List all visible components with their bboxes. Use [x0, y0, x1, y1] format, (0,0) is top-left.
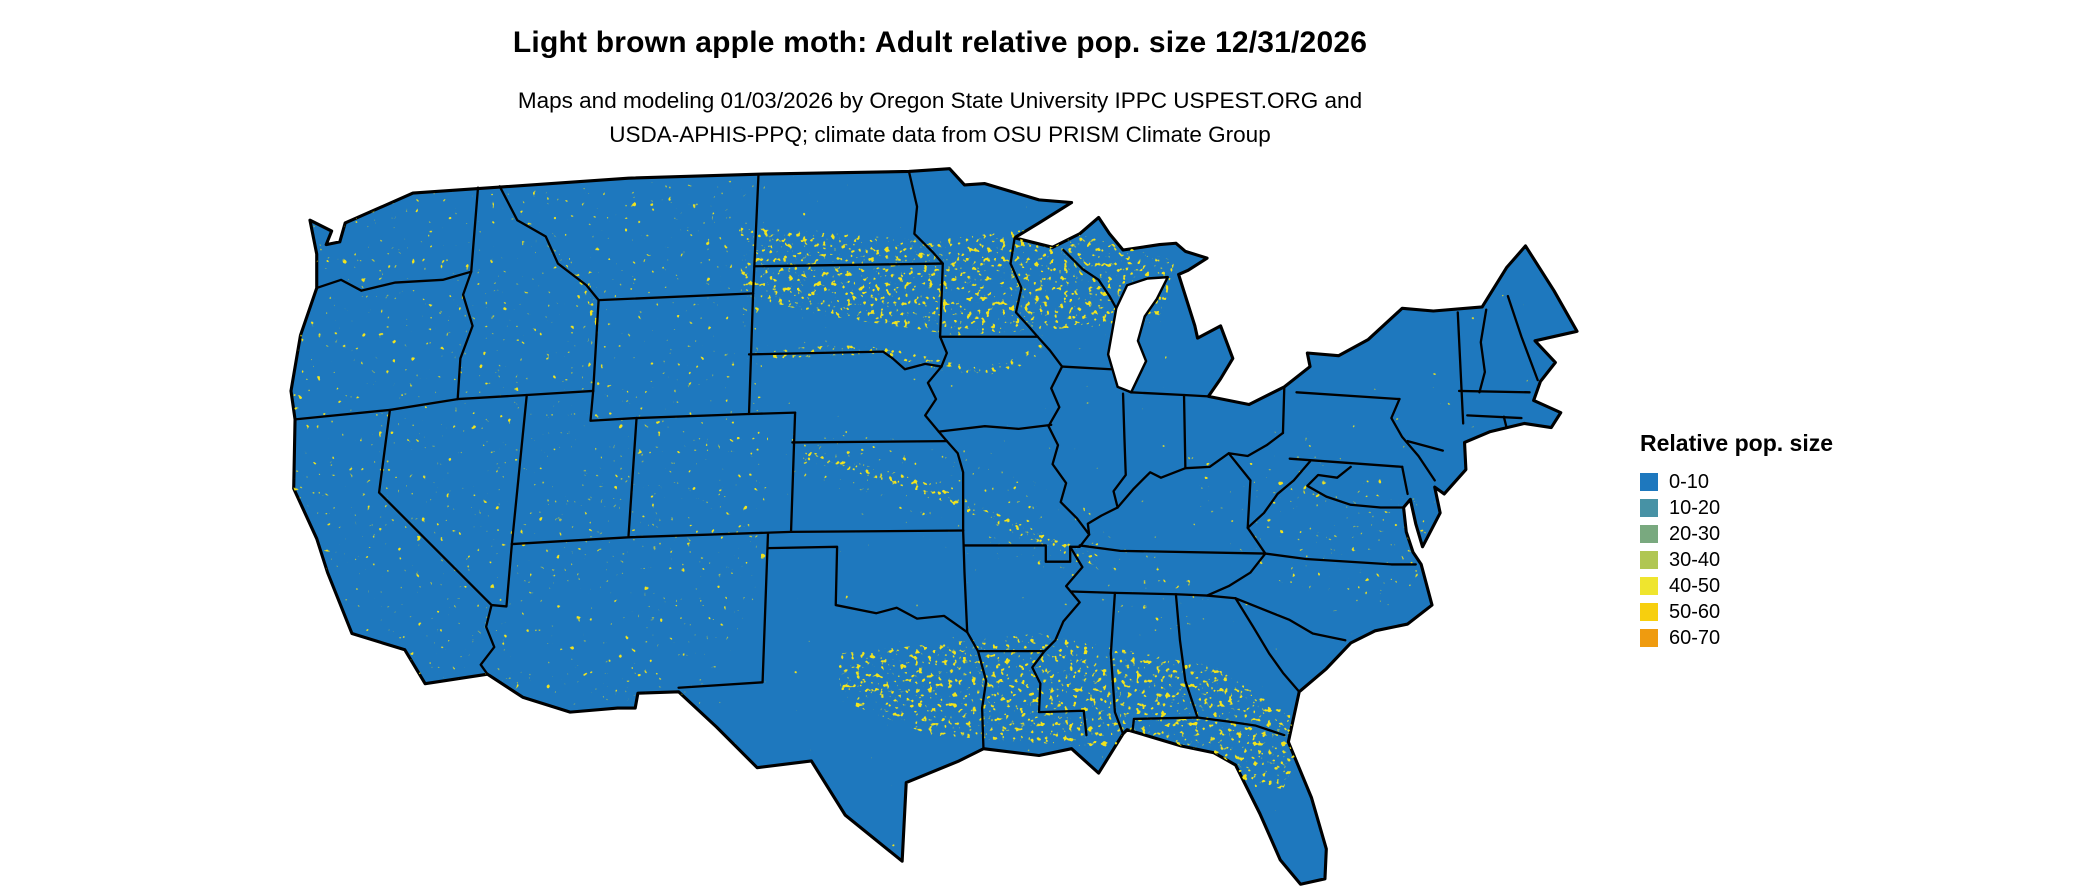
map-container — [280, 166, 1588, 891]
legend-label: 10-20 — [1669, 497, 1721, 519]
legend-item: 50-60 — [1640, 599, 1900, 625]
speckle-band-nebraska — [748, 281, 1079, 319]
legend-title: Relative pop. size — [1640, 430, 1834, 456]
legend-swatch — [1640, 473, 1658, 491]
legend-swatch — [1640, 629, 1658, 647]
legend-item: 40-50 — [1640, 573, 1900, 599]
speckle-band-idaho — [547, 243, 599, 347]
page-title: Light brown apple moth: Adult relative p… — [512, 26, 1368, 59]
legend-label: 20-30 — [1669, 523, 1721, 545]
legend-label: 60-70 — [1669, 627, 1721, 649]
speckle-band-gulf-coast — [857, 674, 1296, 748]
state-borders — [293, 170, 1539, 750]
map-legend: Relative pop. size 0-10 10-20 20-30 30-4… — [1640, 430, 1900, 651]
speckle-region-west — [290, 179, 768, 749]
speckle-band-platte — [770, 344, 1044, 375]
legend-label: 30-40 — [1669, 549, 1721, 571]
speckle-band-ozark — [803, 451, 1099, 565]
legend-item: 10-20 — [1640, 495, 1900, 521]
population-speckle-overlay — [290, 168, 1578, 885]
us-map — [289, 167, 1579, 886]
legend-item: 0-10 — [1640, 469, 1900, 495]
legend-item: 60-70 — [1640, 625, 1900, 651]
legend-label: 50-60 — [1669, 601, 1721, 623]
legend-swatch — [1640, 525, 1658, 543]
legend-item: 30-40 — [1640, 547, 1900, 573]
legend-swatch — [1640, 603, 1658, 621]
legend-label: 0-10 — [1669, 471, 1710, 493]
legend-swatch — [1640, 499, 1658, 517]
legend-label: 40-50 — [1669, 575, 1721, 597]
legend-item: 20-30 — [1640, 521, 1900, 547]
credits-line-1: Maps and modeling 01/03/2026 by Oregon S… — [517, 88, 1363, 113]
lake-michigan — [1106, 275, 1169, 394]
legend-swatch — [1640, 577, 1658, 595]
speckle-region-green-basin — [537, 423, 687, 573]
legend-swatch — [1640, 551, 1658, 569]
credits-line-2: USDA-APHIS-PPQ; climate data from OSU PR… — [609, 122, 1271, 147]
speckle-region-florida — [1228, 708, 1324, 864]
map-credits: Maps and modeling 01/03/2026 by Oregon S… — [0, 84, 1880, 152]
